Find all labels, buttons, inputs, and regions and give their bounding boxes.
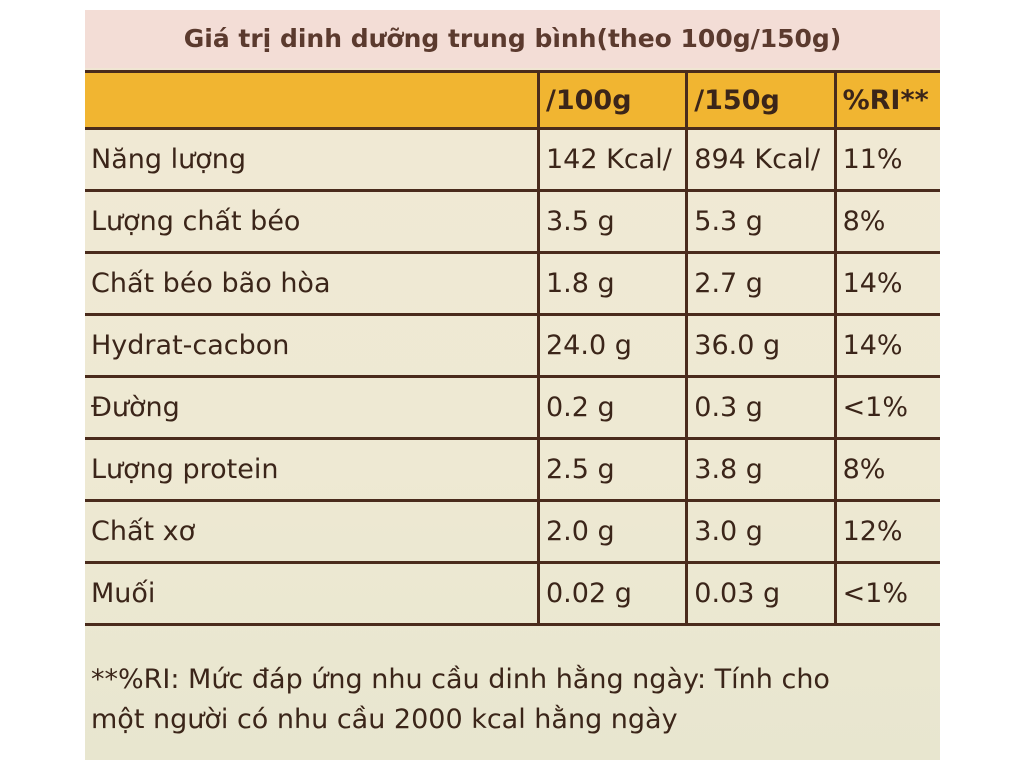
footnote-line: **%RI: Mức đáp ứng nhu cầu dinh hằng ngà…: [91, 664, 830, 695]
nutrient-value: 14%: [833, 251, 940, 316]
nutrient-name: Lượng chất béo: [85, 189, 540, 254]
nutrient-value: 0.3 g: [685, 375, 837, 440]
nutrient-value: 894 Kcal/: [685, 127, 837, 192]
nutrient-value: 5.3 g: [685, 189, 837, 254]
header-cell: %RI**: [833, 70, 940, 130]
nutrient-value: 11%: [833, 127, 940, 192]
nutrient-value: 1.8 g: [536, 251, 689, 316]
nutrient-value: 12%: [833, 499, 940, 564]
nutrient-value: 14%: [833, 313, 940, 378]
nutrient-value: <1%: [833, 375, 940, 440]
nutrient-value: <1%: [833, 561, 940, 626]
nutrient-name: Hydrat-cacbon: [85, 313, 540, 378]
nutrient-value: 0.02 g: [536, 561, 689, 626]
nutrient-name: Chất béo bão hòa: [85, 251, 540, 316]
table-row: Chất béo bão hòa 1.8 g 2.7 g 14%: [85, 251, 940, 316]
nutrient-value: 2.7 g: [685, 251, 837, 316]
header-cell: [85, 70, 540, 130]
nutrient-value: 3.8 g: [685, 437, 837, 502]
nutrient-value: 2.5 g: [536, 437, 689, 502]
table-row: Lượng chất béo 3.5 g 5.3 g 8%: [85, 189, 940, 254]
nutrient-value: 8%: [833, 437, 940, 502]
table-row: Đường 0.2 g 0.3 g <1%: [85, 375, 940, 440]
nutrient-value: 36.0 g: [685, 313, 837, 378]
nutrient-value: 8%: [833, 189, 940, 254]
table-row: Muối 0.02 g 0.03 g <1%: [85, 561, 940, 626]
title: Giá trị dinh dưỡng trung bình(theo 100g/…: [85, 10, 940, 68]
label-photo: Giá trị dinh dưỡng trung bình(theo 100g/…: [85, 10, 940, 760]
header-row: /100g /150g %RI**: [85, 70, 940, 130]
table-row: Năng lượng 142 Kcal/894 Kcal/11%: [85, 127, 940, 192]
nutrient-value: 3.5 g: [536, 189, 689, 254]
nutrient-name: Lượng protein: [85, 437, 540, 502]
nutrient-name: Đường: [85, 375, 540, 440]
table-row: Chất xơ 2.0 g 3.0 g 12%: [85, 499, 940, 564]
nutrition-table: /100g /150g %RI** Năng lượng 142 Kcal/894…: [85, 70, 940, 626]
nutrient-name: Muối: [85, 561, 540, 626]
footnote: **%RI: Mức đáp ứng nhu cầu dinh hằng ngà…: [91, 660, 830, 740]
header-cell: /150g: [685, 70, 837, 130]
nutrient-value: 0.2 g: [536, 375, 689, 440]
nutrient-name: Năng lượng: [85, 127, 540, 192]
table-row: Hydrat-cacbon 24.0 g 36.0 g 14%: [85, 313, 940, 378]
header-cell: /100g: [536, 70, 689, 130]
footnote-line: một người có nhu cầu 2000 kcal hằng ngày: [91, 704, 678, 735]
nutrient-value: 2.0 g: [536, 499, 689, 564]
table-row: Lượng protein 2.5 g 3.8 g 8%: [85, 437, 940, 502]
nutrient-value: 142 Kcal/: [536, 127, 689, 192]
nutrient-value: 0.03 g: [685, 561, 837, 626]
nutrient-value: 3.0 g: [685, 499, 837, 564]
nutrient-name: Chất xơ: [85, 499, 540, 564]
nutrient-value: 24.0 g: [536, 313, 689, 378]
